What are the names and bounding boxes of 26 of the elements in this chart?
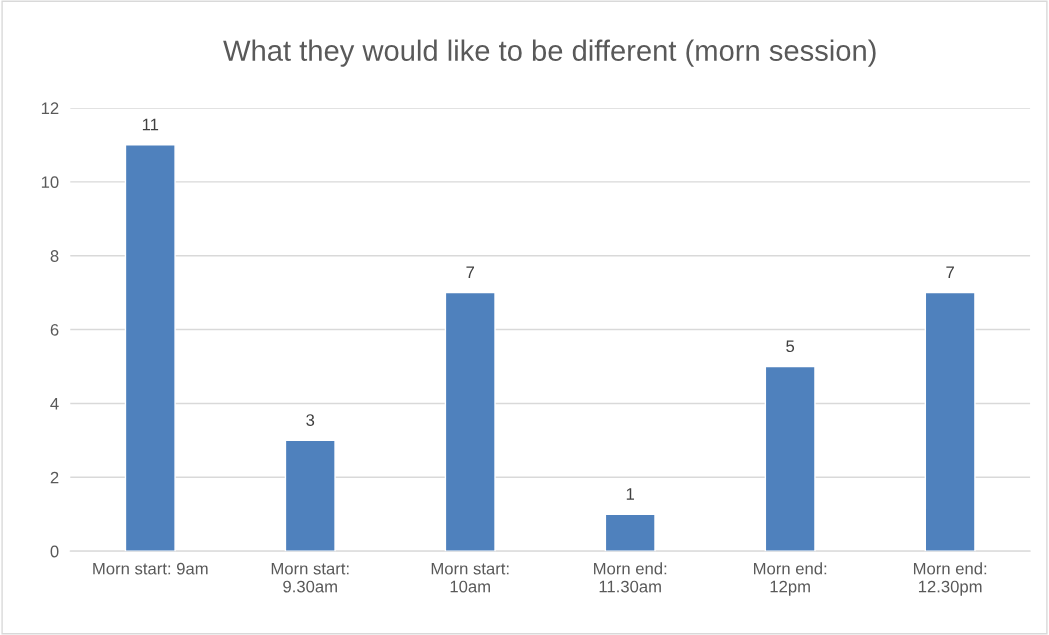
data-label: 3 bbox=[306, 414, 315, 426]
bar bbox=[764, 365, 816, 552]
bar bbox=[604, 513, 656, 552]
y-tick-label: 4 bbox=[50, 398, 59, 410]
data-label: 5 bbox=[786, 340, 795, 353]
y-tick-label: 8 bbox=[50, 250, 59, 262]
bar bbox=[284, 439, 336, 552]
y-tick-label: 2 bbox=[50, 471, 59, 484]
bar bbox=[124, 144, 176, 552]
y-tick-label: 6 bbox=[50, 323, 59, 336]
data-label: 7 bbox=[946, 266, 954, 279]
x-tick-label: Morn start: 9.30am bbox=[271, 562, 349, 593]
x-tick-label: Morn start: 9am bbox=[93, 562, 208, 575]
data-label: 7 bbox=[466, 266, 475, 279]
x-tick-label: Morn end: 12pm bbox=[754, 562, 827, 596]
y-tick-label: 0 bbox=[50, 545, 59, 558]
data-label: 11 bbox=[142, 118, 159, 131]
x-tick-label: Morn end: 12.30pm bbox=[913, 562, 987, 596]
bar bbox=[924, 291, 976, 552]
x-tick-label: Morn start: 10am bbox=[431, 562, 509, 593]
chart-title: What they would like to be different (morn session) bbox=[223, 39, 876, 67]
y-tick-label: 12 bbox=[41, 102, 59, 114]
bar bbox=[444, 291, 496, 552]
data-label: 1 bbox=[626, 488, 635, 500]
y-tick-label: 10 bbox=[41, 176, 59, 189]
x-tick-label: Morn end: 11.30am bbox=[594, 562, 667, 593]
